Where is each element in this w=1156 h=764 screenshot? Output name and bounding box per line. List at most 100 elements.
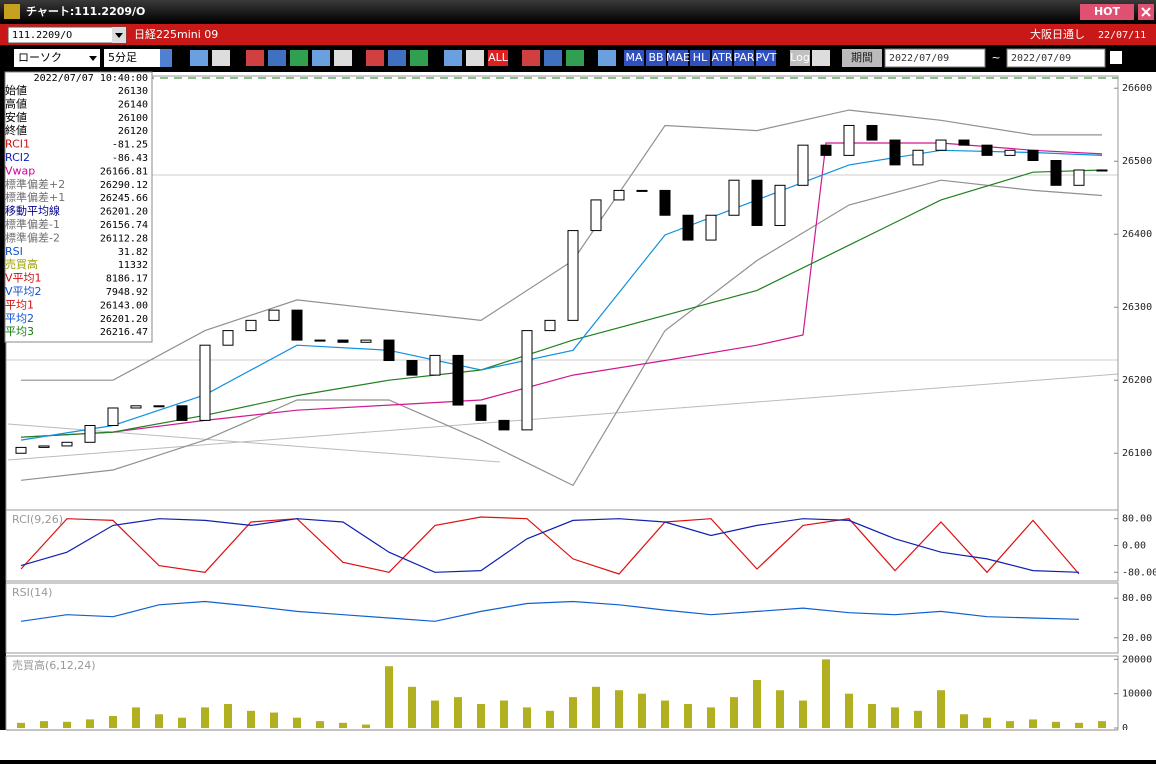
period-label[interactable]: 期間	[851, 51, 873, 64]
toolbar-button-label[interactable]: BB	[648, 51, 663, 64]
toolbar-button[interactable]	[334, 50, 352, 66]
from-date[interactable]	[884, 48, 986, 68]
toolbar-button-label[interactable]: HL	[693, 51, 708, 64]
toolbar-button-label[interactable]: ATR	[711, 51, 732, 64]
toolbar-button[interactable]	[290, 50, 308, 66]
info-value: 26201.20	[100, 314, 148, 325]
y-tick-label: 0.00	[1122, 541, 1146, 552]
candle	[176, 405, 188, 421]
candle	[820, 144, 832, 156]
toolbar-button[interactable]	[544, 50, 562, 66]
info-label: V平均2	[5, 285, 42, 298]
code-text[interactable]: 111.2209/O	[12, 30, 72, 41]
to-date-text[interactable]: 2022/07/09	[1011, 53, 1071, 64]
dropdown-button[interactable]	[160, 49, 172, 67]
candle	[659, 189, 671, 216]
toolbar-button-label[interactable]: PAR	[733, 51, 754, 64]
checkbox[interactable]	[1110, 51, 1122, 64]
candle	[84, 425, 96, 443]
candle	[61, 441, 73, 447]
panel-title: RCI(9,26)	[12, 513, 63, 526]
volume-bar	[431, 700, 439, 728]
info-label: 始値	[5, 83, 27, 97]
toolbar-button[interactable]	[388, 50, 406, 66]
y-tick-label: 80.00	[1122, 593, 1152, 604]
toolbar-button[interactable]	[410, 50, 428, 66]
close-icon[interactable]	[1141, 7, 1151, 17]
info-value: 31.82	[118, 247, 148, 258]
info-value: 11332	[118, 260, 148, 271]
x-axis-area	[0, 730, 1156, 760]
info-value: 26140	[118, 99, 148, 110]
volume-bar	[1052, 721, 1060, 728]
toolbar-button[interactable]	[246, 50, 264, 66]
volume-bar	[408, 686, 416, 728]
toolbar-button-label[interactable]: MAE	[666, 51, 690, 64]
volume-bar	[132, 707, 140, 728]
info-label: 平均2	[5, 312, 34, 325]
toolbar-button[interactable]	[756, 50, 776, 66]
toolbar-button[interactable]	[646, 50, 666, 66]
volume-bar	[385, 666, 393, 728]
interval[interactable]: 5分足	[108, 51, 137, 64]
toolbar-button[interactable]	[366, 50, 384, 66]
volume-bar	[776, 690, 784, 728]
toolbar-button[interactable]	[212, 50, 230, 66]
app-icon	[4, 4, 20, 19]
candle	[15, 446, 27, 454]
candle	[153, 405, 165, 408]
volume-bar	[247, 710, 255, 728]
info-value: 26120	[118, 126, 148, 137]
toolbar-button[interactable]	[598, 50, 616, 66]
toolbar-button[interactable]	[268, 50, 286, 66]
y-tick-label: 26500	[1122, 156, 1152, 167]
from-date-text[interactable]: 2022/07/09	[889, 53, 949, 64]
info-value: 26245.66	[100, 193, 148, 204]
candle	[107, 407, 119, 427]
volume-bar	[500, 700, 508, 728]
candle	[544, 319, 556, 332]
volume-bar	[615, 690, 623, 728]
info-value: 26143.00	[100, 300, 148, 311]
indicator-line	[20, 518, 1080, 573]
y-tick-label: 20.00	[1122, 633, 1152, 644]
toolbar-button[interactable]	[566, 50, 584, 66]
toolbar-button[interactable]	[488, 50, 508, 66]
volume-bar	[477, 703, 485, 728]
toolbar-button-label[interactable]: Log	[790, 51, 810, 64]
toolbar-button-label[interactable]: ALL	[488, 51, 509, 64]
toolbar-button[interactable]	[522, 50, 540, 66]
toolbar-button[interactable]	[668, 50, 688, 66]
candle	[429, 354, 441, 376]
info-value: 26216.47	[100, 327, 148, 338]
toolbar-button[interactable]	[312, 50, 330, 66]
toolbar-button[interactable]	[690, 50, 710, 66]
chart-type-select[interactable]	[14, 49, 100, 67]
volume-bar	[293, 717, 301, 728]
volume-bar	[40, 721, 48, 728]
to-date[interactable]	[1006, 48, 1106, 68]
toolbar-button[interactable]	[712, 50, 732, 66]
candle	[1004, 149, 1016, 156]
toolbar-button[interactable]	[734, 50, 754, 66]
y-tick-label: 80.00	[1122, 514, 1152, 525]
toolbar-button-label[interactable]: MA	[625, 51, 642, 64]
toolbar-button[interactable]	[190, 50, 208, 66]
info-value: 8186.17	[106, 274, 148, 285]
toolbar-button[interactable]	[444, 50, 462, 66]
toolbar-button-label[interactable]: PVT	[756, 51, 777, 64]
volume-bar	[868, 703, 876, 728]
toolbar-button[interactable]	[466, 50, 484, 66]
hot-label[interactable]: HOT	[1094, 5, 1121, 18]
candle	[567, 230, 579, 321]
candle	[521, 330, 533, 431]
toolbar-button[interactable]	[624, 50, 644, 66]
hot-button[interactable]	[1080, 4, 1134, 20]
toolbar-button[interactable]	[790, 50, 810, 66]
candle	[268, 309, 280, 321]
chart-type[interactable]: ローソク	[18, 51, 62, 64]
interval-select[interactable]	[104, 49, 172, 67]
period-button[interactable]	[842, 49, 882, 67]
info-label: 標準偏差+1	[5, 190, 65, 204]
toolbar-button[interactable]	[812, 50, 830, 66]
